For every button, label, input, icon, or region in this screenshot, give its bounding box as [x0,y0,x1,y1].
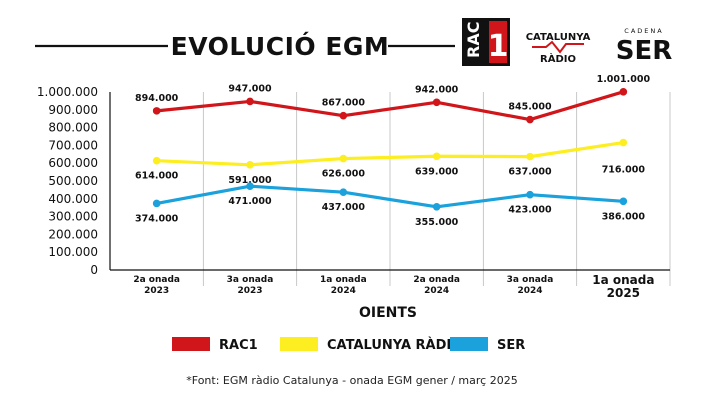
data-point [246,161,254,169]
y-tick-label: 1.000.000 [37,85,98,99]
x-category-label: 2a onada [413,275,460,285]
data-label: 639.000 [415,166,459,177]
y-tick-label: 100.000 [48,245,98,259]
data-label: 626.000 [322,169,366,180]
x-category-label: 1a onada [592,273,654,287]
data-point [152,156,161,165]
data-label: 867.000 [322,98,366,109]
data-label: 637.000 [508,167,552,178]
data-point [619,138,628,147]
y-tick-label: 600.000 [48,156,98,170]
x-category-label: 2023 [237,286,262,296]
data-label: 614.000 [135,171,179,182]
x-category-label: 3a onada [227,275,274,285]
data-label: 716.000 [602,165,646,176]
data-point [526,190,534,199]
y-tick-label: 300.000 [48,210,98,224]
data-point [619,197,628,206]
legend-label: CATALUNYA RÀDIO [327,337,462,353]
source-note: *Font: EGM ràdio Catalunya - onada EGM g… [186,374,517,387]
rac1-logo-digit: 1 [488,29,509,64]
data-point [339,111,348,120]
x-category-label: 2024 [331,286,356,296]
series-line [156,140,624,167]
legend-label: RAC1 [219,338,258,353]
legend-swatch [280,337,318,351]
data-label: 1.001.000 [597,74,651,85]
plot-area: 0 100.000 200.000 300.000 400.000 500.000 600.… [37,74,671,321]
y-tick-label: 200.000 [48,227,98,241]
data-label: 894.000 [135,93,179,104]
x-category-label: 2023 [144,286,169,296]
x-category-label: 2a onada [133,275,180,285]
data-point [526,115,534,124]
data-label: 942.000 [415,84,459,95]
legend-swatch [172,337,210,351]
data-label: 355.000 [415,217,459,228]
data-point [246,182,254,190]
data-point [432,152,441,161]
data-label: 947.000 [228,83,272,94]
chart-title: EVOLUCIÓ EGM [171,31,390,61]
cadena-ser-logo-big: SER [616,36,673,66]
data-point [246,97,254,106]
y-tick-label: 700.000 [48,138,98,152]
x-category-label: 1a onada [320,275,367,285]
data-label: 471.000 [228,196,272,207]
y-tick-label: 800.000 [48,121,98,135]
y-tick-label: 400.000 [48,192,98,206]
x-category-label: 2024 [517,286,542,296]
data-point [152,107,161,115]
catalunya-radio-wave-icon [532,40,584,54]
data-point [619,88,628,96]
data-label: 374.000 [135,213,179,224]
data-point [432,203,441,211]
series-line [156,90,624,122]
rac1-logo: RAC 1 [462,18,510,66]
data-point [339,188,348,197]
catalunya-radio-logo-line1: CATALUNYA [526,32,591,43]
x-category-label: 2025 [607,286,640,300]
data-label: 437.000 [322,202,366,213]
y-tick-label: 500.000 [48,174,98,188]
catalunya-radio-logo-line2: RÀDIO [540,52,576,65]
legend: RAC1 CATALUNYA RÀDIO SER [172,337,525,353]
data-label: 591.000 [228,175,272,186]
y-tick-label: 0 [90,263,98,277]
x-category-label: 2024 [424,286,449,296]
series-line [156,184,624,209]
data-label: 423.000 [508,205,552,216]
data-point [526,152,534,161]
rac1-logo-text: RAC [464,22,483,58]
data-point [152,199,161,208]
data-point [432,98,441,107]
x-axis-label: OIENTS [359,305,417,321]
y-tick-label: 900.000 [48,103,98,117]
data-label: 386.000 [602,211,646,222]
cadena-ser-logo-small: CADENA [624,27,663,35]
data-label: 845.000 [508,102,552,113]
data-point [339,154,348,163]
cadena-ser-logo: CADENA SER [616,27,673,66]
legend-swatch [450,337,488,351]
x-category-label: 3a onada [507,275,554,285]
catalunya-radio-logo: CATALUNYA RÀDIO [526,32,591,65]
legend-label: SER [497,338,525,353]
